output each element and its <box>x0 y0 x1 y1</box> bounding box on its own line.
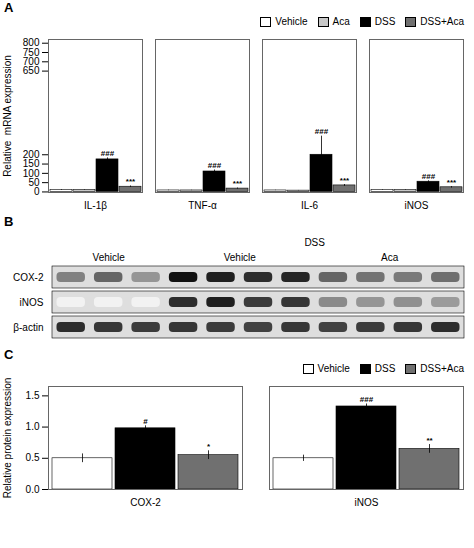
svg-text:TNF-α: TNF-α <box>188 200 217 211</box>
svg-text:Aca: Aca <box>381 252 399 263</box>
html-text:Aca: Aca <box>332 16 350 27</box>
svg-text:150: 150 <box>22 158 40 170</box>
svg-text:0.0: 0.0 <box>26 484 40 495</box>
svg-text:750: 750 <box>22 46 40 58</box>
svg-text:***: *** <box>233 179 243 188</box>
svg-text:Vehicle: Vehicle <box>93 252 126 263</box>
svg-text:50: 50 <box>28 176 40 188</box>
html-text:DSS: DSS <box>374 16 396 27</box>
svg-text:iNOS: iNOS <box>20 297 44 308</box>
svg-text:**: ** <box>426 436 433 445</box>
svg-text:###: ### <box>315 127 329 136</box>
svg-text:Vehicle: Vehicle <box>224 252 257 263</box>
html-text:Vehicle: Vehicle <box>317 363 350 374</box>
svg-text:IL-1β: IL-1β <box>84 200 107 211</box>
svg-text:###: ### <box>360 395 374 404</box>
svg-text:Relative protein expression: Relative protein expression <box>2 378 13 499</box>
svg-text:***: *** <box>340 176 350 185</box>
svg-text:###: ### <box>208 161 222 170</box>
svg-text:iNOS: iNOS <box>355 497 379 508</box>
svg-text:COX-2: COX-2 <box>13 272 44 283</box>
svg-text:***: *** <box>447 178 457 187</box>
svg-text:0: 0 <box>33 186 40 198</box>
svg-text:***: *** <box>126 177 136 186</box>
svg-text:COX-2: COX-2 <box>130 497 161 508</box>
svg-text:#: # <box>143 417 148 426</box>
svg-text:IL-6: IL-6 <box>301 200 319 211</box>
html-text:DSS+Aca: DSS+Aca <box>420 16 464 27</box>
html-text:B: B <box>4 214 14 229</box>
html-text:A: A <box>4 0 14 15</box>
svg-text:0.5: 0.5 <box>26 452 40 463</box>
html-text:Vehicle: Vehicle <box>275 16 308 27</box>
svg-text:β-actin: β-actin <box>13 322 43 333</box>
svg-text:1.0: 1.0 <box>26 421 40 432</box>
svg-text:100: 100 <box>22 167 40 179</box>
svg-text:200: 200 <box>23 149 40 160</box>
html-text:DSS+Aca: DSS+Aca <box>420 363 464 374</box>
html-text:C: C <box>4 347 14 362</box>
svg-text:650: 650 <box>22 65 40 77</box>
svg-text:###: ### <box>101 149 115 158</box>
svg-text:iNOS: iNOS <box>405 200 429 211</box>
svg-text:DSS: DSS <box>304 237 325 248</box>
svg-text:1.5: 1.5 <box>26 390 40 401</box>
svg-text:Relative mRNA expression: Relative mRNA expression <box>2 55 13 177</box>
html-text:DSS: DSS <box>374 363 396 374</box>
svg-text:*: * <box>207 442 211 451</box>
svg-text:###: ### <box>422 172 436 181</box>
svg-text:800: 800 <box>23 37 40 48</box>
svg-text:700: 700 <box>22 56 40 67</box>
